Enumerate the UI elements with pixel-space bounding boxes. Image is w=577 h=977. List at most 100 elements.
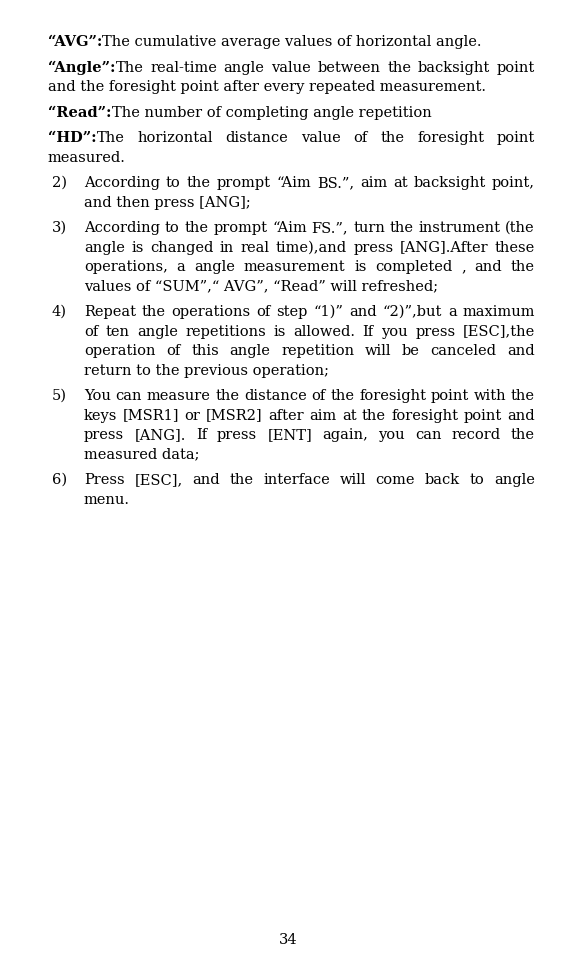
Text: According: According	[84, 221, 160, 235]
Text: [MSR1]: [MSR1]	[123, 408, 179, 422]
Text: again,: again,	[323, 428, 368, 442]
Text: of: of	[312, 389, 325, 403]
Text: value: value	[271, 61, 311, 74]
Text: 5): 5)	[52, 389, 67, 403]
Text: repetitions: repetitions	[185, 324, 266, 338]
Text: “2)”,but: “2)”,but	[383, 305, 442, 319]
Text: distance: distance	[226, 131, 288, 145]
Text: BS.”,: BS.”,	[317, 176, 354, 190]
Text: point,: point,	[492, 176, 535, 190]
Text: you: you	[381, 324, 408, 338]
Text: foresight: foresight	[359, 389, 426, 403]
Text: operations,: operations,	[84, 260, 168, 274]
Text: is: is	[354, 260, 366, 274]
Text: the: the	[362, 408, 386, 422]
Text: foresight: foresight	[391, 408, 458, 422]
Text: interface: interface	[263, 473, 330, 487]
Text: foresight: foresight	[417, 131, 484, 145]
Text: turn: turn	[353, 221, 385, 235]
Text: return to the previous operation;: return to the previous operation;	[84, 363, 329, 377]
Text: [ENT]: [ENT]	[267, 428, 312, 442]
Text: the: the	[511, 389, 535, 403]
Text: The number of completing angle repetition: The number of completing angle repetitio…	[111, 106, 431, 119]
Text: maximum: maximum	[463, 305, 535, 319]
Text: be: be	[402, 344, 420, 358]
Text: [ANG].After: [ANG].After	[400, 240, 488, 254]
Text: press: press	[84, 428, 124, 442]
Text: to: to	[166, 176, 181, 190]
Text: the: the	[511, 428, 535, 442]
Text: real-time: real-time	[150, 61, 217, 74]
Text: allowed.: allowed.	[293, 324, 355, 338]
Text: of: of	[166, 344, 181, 358]
Text: [ESC],the: [ESC],the	[463, 324, 535, 338]
Text: measurement: measurement	[243, 260, 345, 274]
Text: real: real	[241, 240, 269, 254]
Text: 4): 4)	[52, 305, 67, 319]
Text: and: and	[350, 305, 377, 319]
Text: distance: distance	[244, 389, 307, 403]
Text: completed: completed	[375, 260, 452, 274]
Text: If: If	[196, 428, 207, 442]
Text: The: The	[96, 131, 125, 145]
Text: to: to	[165, 221, 179, 235]
Text: 2): 2)	[52, 176, 67, 190]
Text: value: value	[301, 131, 340, 145]
Text: a: a	[177, 260, 185, 274]
Text: is: is	[273, 324, 286, 338]
Text: “Aim: “Aim	[276, 176, 311, 190]
Text: backsight: backsight	[414, 176, 486, 190]
Text: with: with	[474, 389, 506, 403]
Text: the: the	[387, 61, 411, 74]
Text: a: a	[448, 305, 457, 319]
Text: menu.: menu.	[84, 492, 130, 506]
Text: “Aim: “Aim	[272, 221, 307, 235]
Text: record: record	[452, 428, 501, 442]
Text: keys: keys	[84, 408, 117, 422]
Text: of: of	[353, 131, 368, 145]
Text: and: and	[507, 344, 535, 358]
Text: or: or	[185, 408, 201, 422]
Text: in: in	[220, 240, 234, 254]
Text: point: point	[497, 131, 535, 145]
Text: According: According	[84, 176, 160, 190]
Text: 34: 34	[279, 933, 298, 947]
Text: aim: aim	[309, 408, 336, 422]
Text: the: the	[331, 389, 354, 403]
Text: prompt: prompt	[213, 221, 267, 235]
Text: [MSR2]: [MSR2]	[206, 408, 263, 422]
Text: measured.: measured.	[48, 150, 126, 164]
Text: the: the	[142, 305, 166, 319]
Text: measure: measure	[147, 389, 211, 403]
Text: and: and	[475, 260, 502, 274]
Text: horizontal: horizontal	[137, 131, 213, 145]
Text: angle: angle	[84, 240, 125, 254]
Text: the: the	[186, 176, 211, 190]
Text: “1)”: “1)”	[314, 305, 343, 319]
Text: back: back	[425, 473, 460, 487]
Text: and the foresight point after every repeated measurement.: and the foresight point after every repe…	[48, 80, 486, 94]
Text: point: point	[464, 408, 502, 422]
Text: FS.”,: FS.”,	[312, 221, 349, 235]
Text: angle: angle	[137, 324, 178, 338]
Text: You: You	[84, 389, 111, 403]
Text: [ANG].: [ANG].	[134, 428, 186, 442]
Text: angle: angle	[223, 61, 264, 74]
Text: values of “SUM”,“ AVG”, “Read” will refreshed;: values of “SUM”,“ AVG”, “Read” will refr…	[84, 279, 438, 293]
Text: of: of	[84, 324, 98, 338]
Text: “Read”:: “Read”:	[48, 106, 111, 119]
Text: backsight: backsight	[418, 61, 490, 74]
Text: is: is	[131, 240, 144, 254]
Text: can: can	[115, 389, 142, 403]
Text: canceled: canceled	[430, 344, 497, 358]
Text: press: press	[353, 240, 394, 254]
Text: measured data;: measured data;	[84, 447, 200, 461]
Text: to: to	[470, 473, 485, 487]
Text: instrument: instrument	[418, 221, 501, 235]
Text: will: will	[340, 473, 366, 487]
Text: 3): 3)	[52, 221, 67, 235]
Text: at: at	[394, 176, 408, 190]
Text: the: the	[511, 260, 535, 274]
Text: the: the	[380, 131, 404, 145]
Text: repetition: repetition	[281, 344, 354, 358]
